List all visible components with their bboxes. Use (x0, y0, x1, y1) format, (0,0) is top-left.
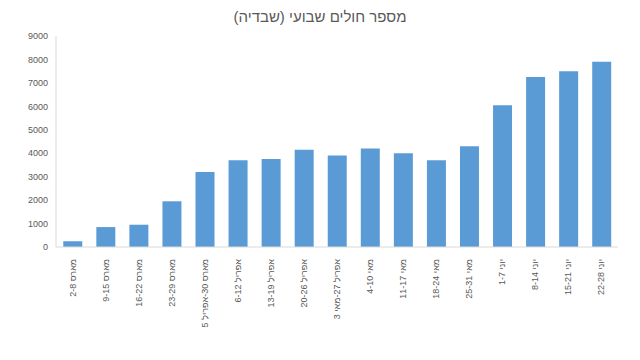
svg-text:מאי 11-17: מאי 11-17 (398, 259, 408, 299)
svg-text:8000: 8000 (28, 55, 48, 65)
svg-text:יוני 22-28: יוני 22-28 (596, 259, 606, 295)
svg-text:מארס 9-15: מארס 9-15 (101, 259, 111, 302)
svg-text:אפריל 27-מאי 3: אפריל 27-מאי 3 (332, 259, 342, 320)
svg-text:אפריל 13-19: אפריל 13-19 (266, 259, 276, 308)
svg-text:7000: 7000 (28, 78, 48, 88)
html-text:מספר חולים שבועי (שבדיה): מספר חולים שבועי (שבדיה) (233, 8, 407, 25)
svg-text:6000: 6000 (28, 102, 48, 112)
svg-text:אפריל 6-12: אפריל 6-12 (233, 259, 243, 303)
svg-text:4000: 4000 (28, 148, 48, 158)
svg-text:5000: 5000 (28, 125, 48, 135)
svg-text:מארס 30-אפריל 5: מארס 30-אפריל 5 (200, 259, 210, 327)
svg-text:מאי 25-31: מאי 25-31 (464, 259, 474, 299)
svg-text:מארס 16-22: מארס 16-22 (134, 259, 144, 307)
svg-text:2000: 2000 (28, 195, 48, 205)
svg-text:יוני 15-21: יוני 15-21 (563, 259, 573, 295)
svg-text:מארס 23-29: מארס 23-29 (167, 259, 177, 307)
svg-text:יוני 8-14: יוני 8-14 (530, 259, 540, 290)
svg-text:0: 0 (43, 242, 48, 252)
svg-text:מאי 4-10: מאי 4-10 (365, 259, 375, 294)
svg-text:מארס 2-8: מארס 2-8 (68, 259, 78, 297)
svg-text:אפריל 20-26: אפריל 20-26 (299, 259, 309, 308)
svg-text:יוני 1-7: יוני 1-7 (497, 259, 507, 285)
svg-text:מאי 18-24: מאי 18-24 (431, 259, 441, 299)
svg-text:3000: 3000 (28, 172, 48, 182)
svg-text:1000: 1000 (28, 219, 48, 229)
svg-text:9000: 9000 (28, 31, 48, 41)
